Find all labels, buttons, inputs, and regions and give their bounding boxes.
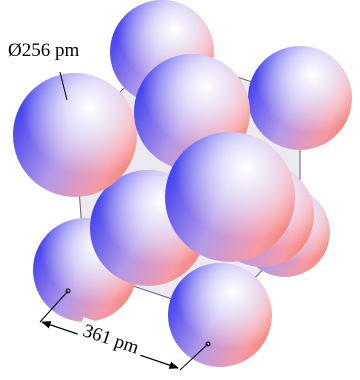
- atom-sphere: [165, 132, 295, 262]
- diameter-label: Ø256 pm: [8, 40, 79, 61]
- atom-sphere: [248, 46, 352, 150]
- unit-cell-diagram: Ø256 pm 361 pm: [0, 0, 360, 380]
- atom-sphere: [168, 263, 272, 367]
- edge-label: 361 pm: [80, 320, 141, 358]
- atom-sphere: [13, 73, 137, 197]
